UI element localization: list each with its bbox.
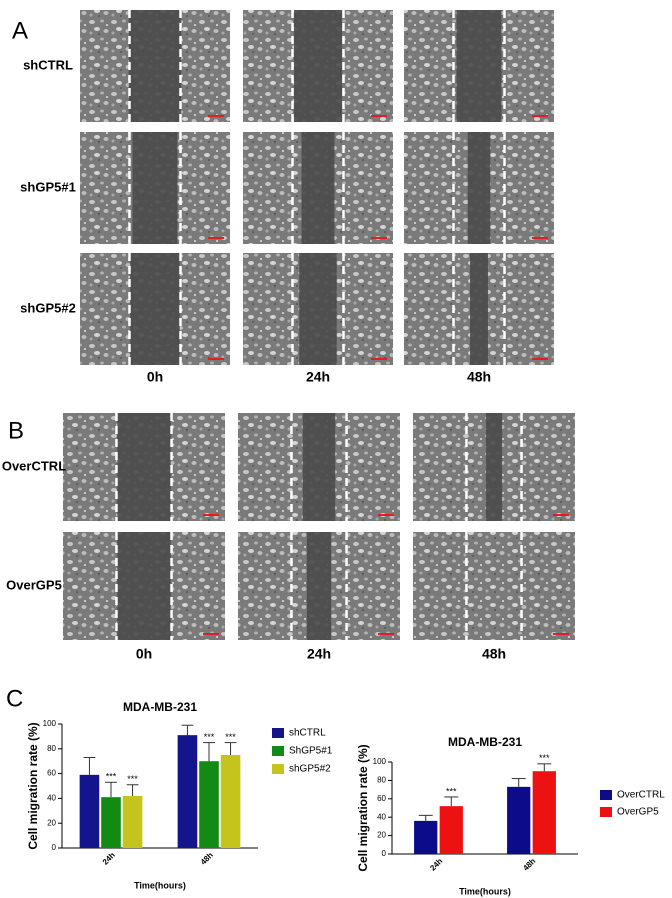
column-label: 0h [136,646,152,662]
x-tick-label: 24h [101,850,117,866]
y-tick-label: 80 [377,776,386,785]
y-axis-label: Cell migration rate (%) [356,744,370,871]
wound-gap [132,132,178,244]
legend-swatch [272,764,284,774]
legend-swatch [600,807,612,817]
y-tick-label: 0 [52,843,57,852]
y-tick-label: 40 [47,794,56,803]
column-label: 48h [482,646,506,662]
legend-label: ShGP5#1 [289,746,333,757]
row-label: OverGP5 [6,577,62,592]
legend-swatch [272,746,284,756]
row-label: OverCTRL [2,458,66,473]
bar [101,797,121,848]
legend-swatch [600,790,612,800]
legend-label: shGP5#2 [289,764,331,775]
column-label: 24h [307,646,331,662]
y-tick-label: 100 [373,757,387,766]
panel-letter: B [8,417,24,444]
micrographs [63,10,575,640]
wound-gap [467,132,491,244]
wound-gap [299,253,337,365]
row-label: shGP5#1 [20,179,76,194]
bar [439,806,463,854]
row-label: shCTRL [23,57,73,72]
column-label: 48h [467,369,491,385]
wound-gap [485,413,503,521]
significance: *** [127,774,138,784]
x-axis-label: Time(hours) [134,880,186,890]
legend-swatch [272,728,284,738]
bar [220,755,241,848]
bar [532,771,556,854]
column-label: 24h [306,369,330,385]
panel-letter: C [6,685,23,712]
wound-gap [128,10,182,122]
bar [414,820,438,854]
significance: *** [446,786,457,796]
significance: *** [225,732,236,742]
bar [199,761,219,848]
wound-gap [302,413,336,521]
legend-label: OverGP5 [617,807,659,818]
x-tick-label: 48h [521,856,537,872]
significance: *** [106,772,117,782]
bar [79,774,100,848]
y-tick-label: 0 [382,849,387,858]
wound-gap [294,10,342,122]
wound-gap [470,253,488,365]
y-tick-label: 20 [377,831,386,840]
legend-label: OverCTRL [617,790,665,801]
y-tick-label: 60 [377,794,386,803]
wound-gap [117,532,171,640]
chart-title: MDA-MB-231 [448,735,522,749]
significance: *** [539,753,550,763]
legend-label: shCTRL [289,728,326,739]
bar [507,786,531,854]
column-label: 0h [147,369,163,385]
bar [122,795,143,848]
y-tick-label: 20 [47,818,56,827]
x-axis-label: Time(hours) [459,886,511,896]
y-tick-label: 100 [43,719,57,728]
wound-gap [306,532,332,640]
x-tick-label: 48h [199,850,215,866]
significance: *** [204,732,215,742]
y-tick-label: 80 [47,744,56,753]
wound-gap [117,413,171,521]
wound-gap [130,253,180,365]
row-label: shGP5#2 [20,300,76,315]
chart-title: MDA-MB-231 [123,700,197,714]
x-tick-label: 24h [428,856,444,872]
y-axis-label: Cell migration rate (%) [26,722,40,849]
bar [177,735,198,848]
micrograph [413,532,575,640]
y-tick-label: 40 [377,812,386,821]
wound-gap [301,132,335,244]
panel-letter: A [12,17,28,44]
y-tick-label: 60 [47,769,56,778]
wound-gap [456,10,502,122]
